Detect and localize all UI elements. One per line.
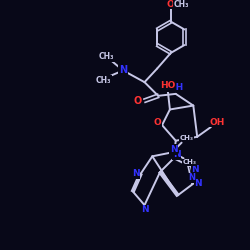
Text: HO: HO (160, 80, 176, 90)
Text: CH₃: CH₃ (182, 159, 196, 165)
Text: O: O (134, 96, 142, 106)
Text: CH₃: CH₃ (99, 52, 114, 61)
Text: CH₃: CH₃ (96, 76, 111, 85)
Text: N: N (194, 179, 202, 188)
Text: O: O (167, 0, 175, 8)
Text: N: N (188, 173, 195, 182)
Text: N: N (119, 66, 127, 76)
Text: CH₃: CH₃ (180, 135, 194, 141)
Text: N: N (141, 206, 148, 214)
Text: N: N (192, 164, 199, 173)
Text: OH: OH (209, 118, 224, 127)
Text: CH₃: CH₃ (174, 0, 189, 8)
Text: N: N (170, 145, 177, 154)
Text: O: O (153, 118, 161, 127)
Text: N: N (132, 170, 140, 178)
Text: NH: NH (168, 82, 183, 92)
Text: N: N (173, 150, 180, 159)
